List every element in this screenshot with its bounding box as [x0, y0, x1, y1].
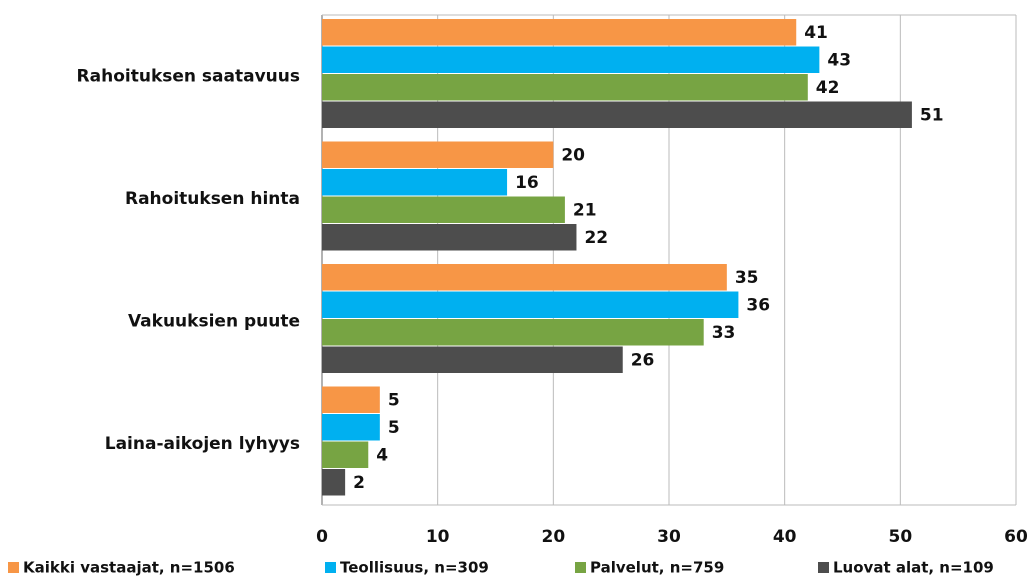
- data-label: 20: [561, 145, 585, 165]
- data-label: 42: [816, 78, 840, 98]
- bar: [322, 141, 554, 168]
- data-label: 21: [573, 200, 597, 220]
- bar: [322, 46, 820, 73]
- data-label: 36: [746, 295, 770, 315]
- bar: [322, 19, 797, 46]
- x-tick-label: 0: [316, 527, 328, 547]
- legend-swatch: [325, 562, 336, 573]
- bar: [322, 196, 565, 223]
- bar: [322, 74, 808, 101]
- legend-swatch: [575, 562, 586, 573]
- bar: [322, 319, 704, 346]
- data-label: 22: [584, 228, 608, 248]
- data-label: 16: [515, 173, 539, 193]
- data-label: 35: [735, 268, 759, 288]
- data-label: 26: [631, 350, 655, 370]
- data-label: 43: [827, 50, 851, 70]
- data-label: 33: [712, 323, 736, 343]
- legend-swatch: [8, 562, 19, 573]
- data-label: 2: [353, 473, 365, 493]
- x-tick-label: 60: [1004, 527, 1028, 547]
- bar: [322, 169, 508, 196]
- data-label: 4: [376, 445, 388, 465]
- bar: [322, 224, 577, 251]
- legend-label: Luovat alat, n=109: [833, 559, 994, 577]
- bar: [322, 101, 912, 128]
- x-tick-label: 10: [426, 527, 450, 547]
- x-tick-label: 40: [773, 527, 797, 547]
- legend-swatch: [818, 562, 829, 573]
- x-tick-label: 30: [657, 527, 681, 547]
- x-tick-label: 20: [541, 527, 565, 547]
- y-tick-label: Laina-aikojen lyhyys: [105, 434, 300, 454]
- data-label: 51: [920, 105, 944, 125]
- legend-label: Teollisuus, n=309: [340, 559, 489, 577]
- data-label: 41: [804, 23, 828, 43]
- y-tick-label: Rahoituksen hinta: [125, 189, 300, 209]
- y-tick-label: Vakuuksien puute: [128, 311, 300, 331]
- bar: [322, 346, 623, 373]
- data-label: 5: [388, 418, 400, 438]
- bar: [322, 264, 727, 291]
- legend-label: Palvelut, n=759: [590, 559, 724, 577]
- bar: [322, 291, 739, 318]
- bar: [322, 386, 380, 413]
- y-tick-label: Rahoituksen saatavuus: [77, 66, 300, 86]
- legend-label: Kaikki vastaajat, n=1506: [23, 559, 235, 577]
- bar: [322, 441, 369, 468]
- bar: [322, 414, 380, 441]
- data-label: 5: [388, 390, 400, 410]
- x-tick-label: 50: [888, 527, 912, 547]
- bar: [322, 469, 346, 496]
